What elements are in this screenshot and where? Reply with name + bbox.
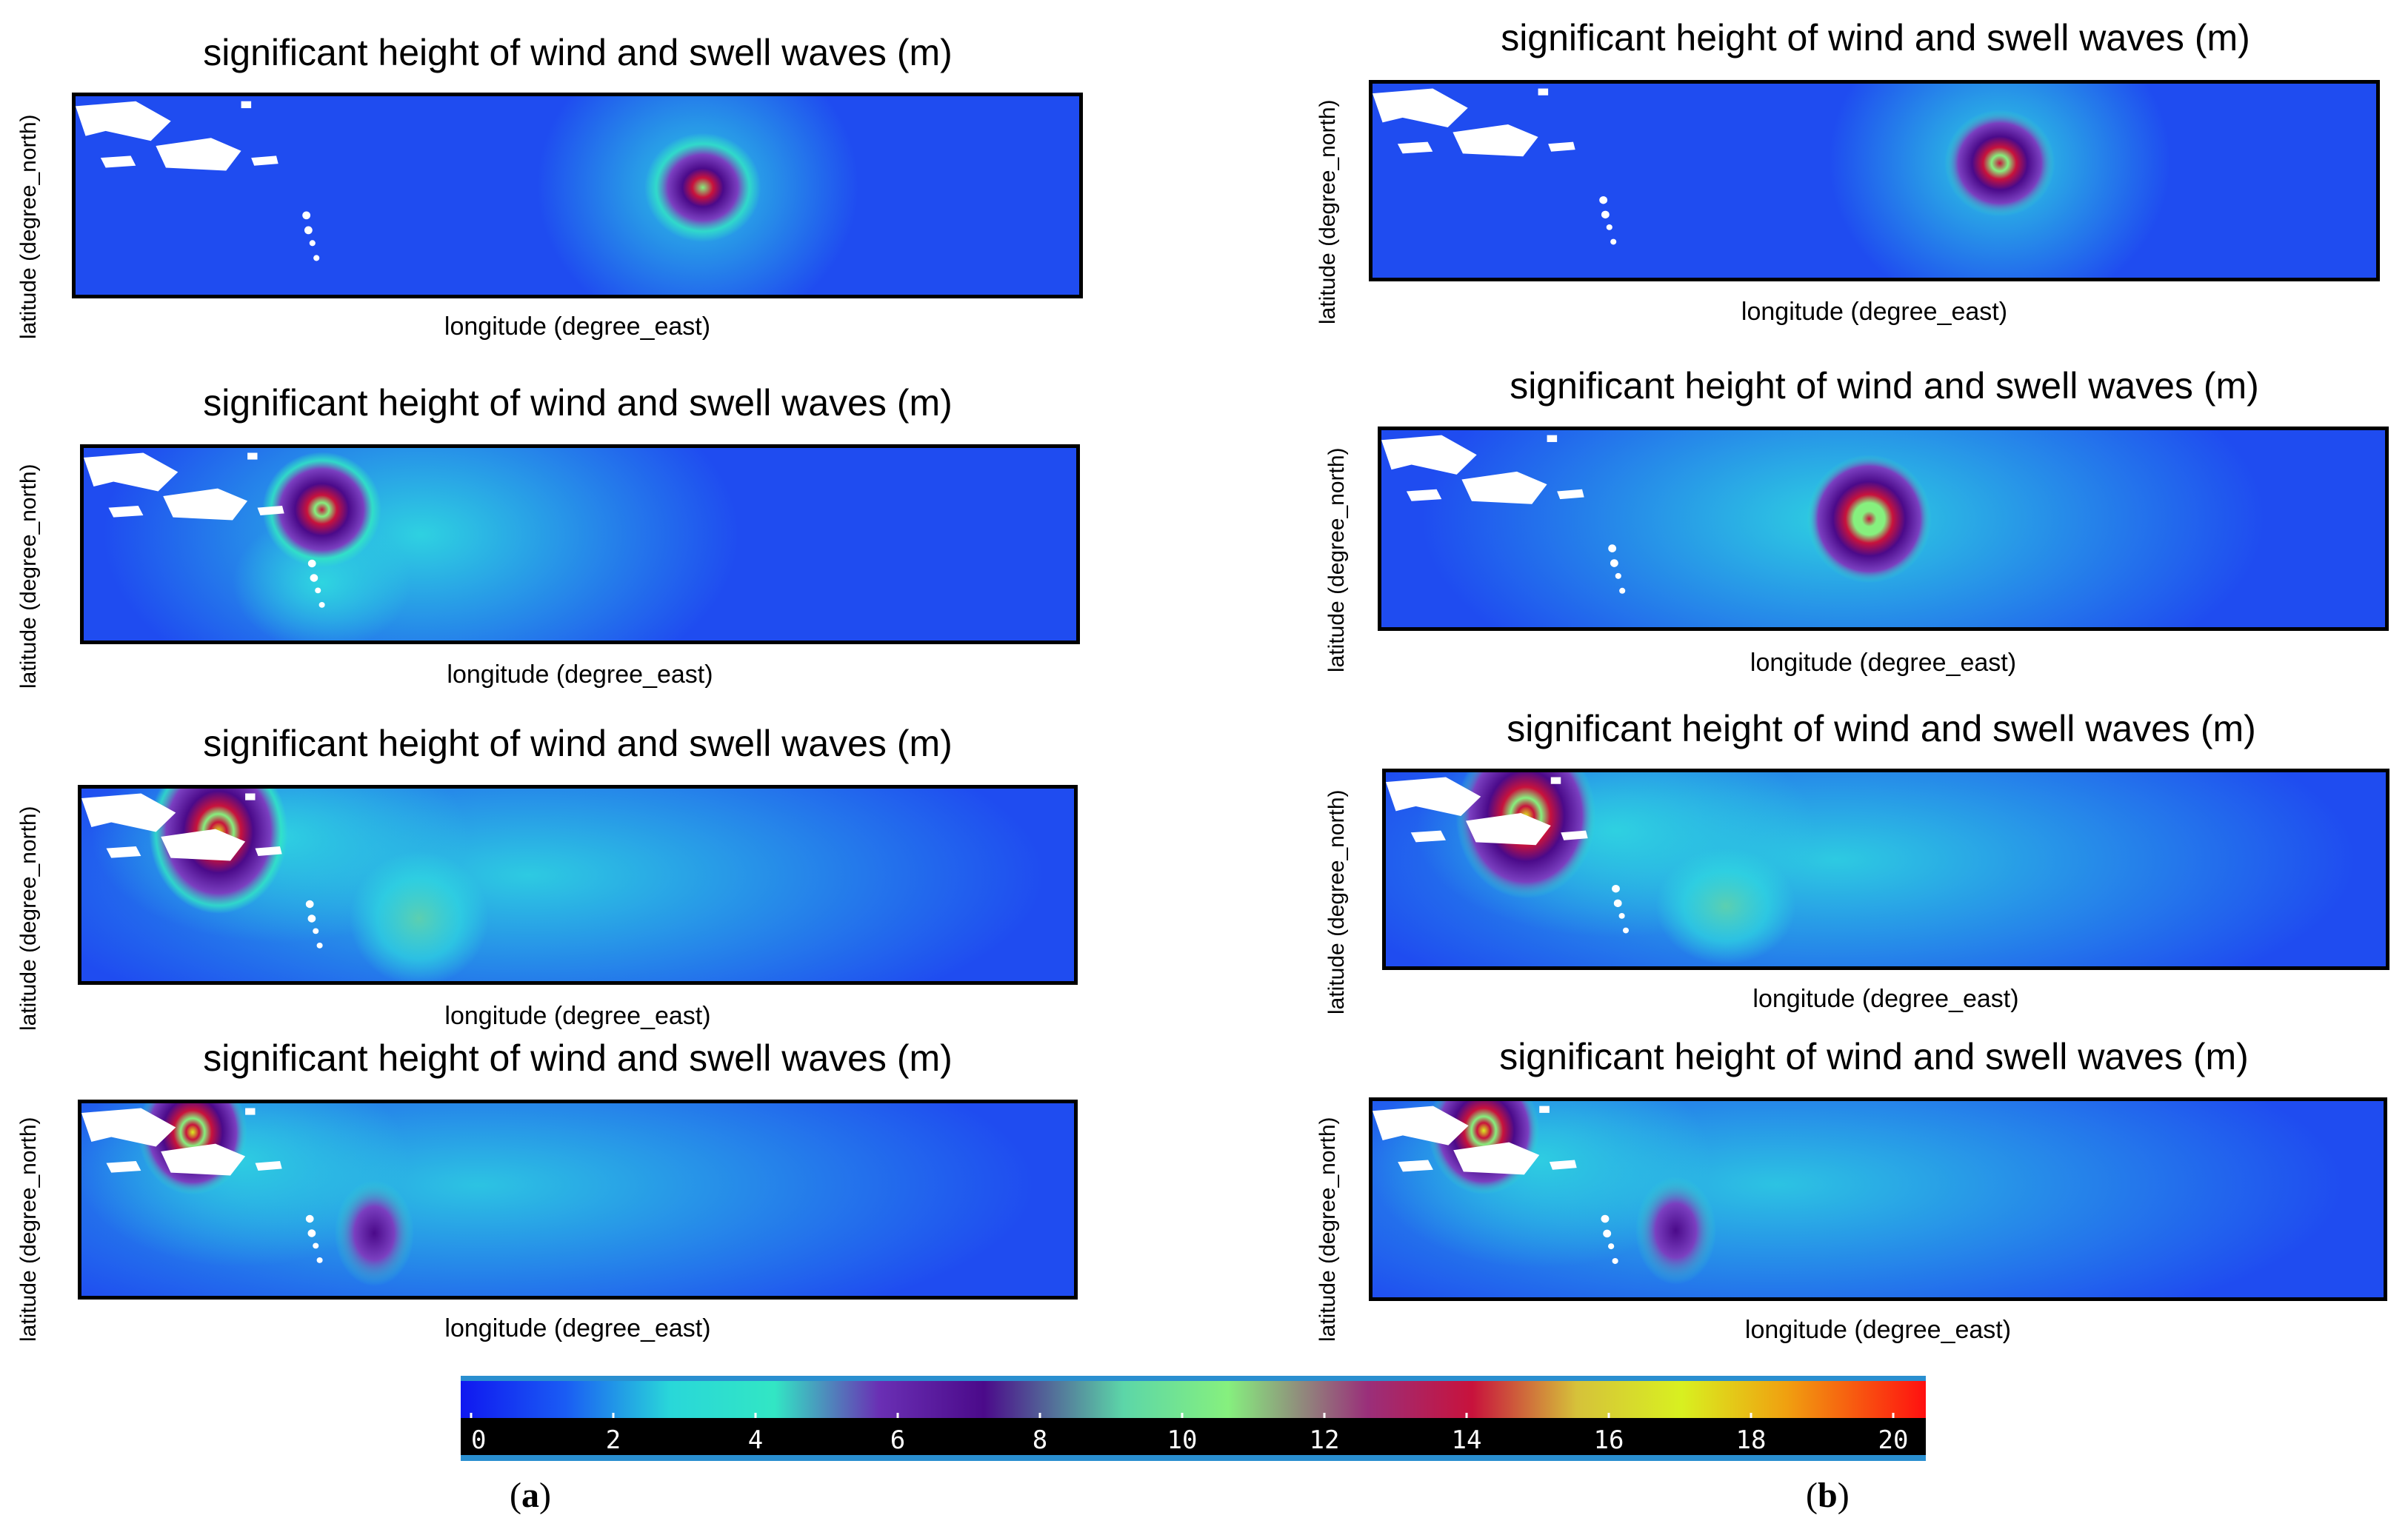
panel-a4-ylabel: latitude (degree_north) (16, 1117, 41, 1342)
panel-b1-ylabel: latitude (degree_north) (1315, 99, 1340, 324)
sublabel-b: (b) (1806, 1476, 1850, 1515)
colorbar-tick-band (461, 1418, 1926, 1455)
panel-b3-xlabel: longitude (degree_east) (1752, 985, 2019, 1013)
panel-a3-ylabel: latitude (degree_north) (16, 806, 41, 1031)
colorbar-top-rule (461, 1376, 1926, 1381)
colorbar-tick-label: 6 (890, 1425, 905, 1455)
panel-a2-ylabel: latitude (degree_north) (16, 464, 41, 689)
panel-a4-title: significant height of wind and swell wav… (203, 1037, 953, 1079)
panel-b3-map (1382, 769, 2389, 970)
panel-b3-ylabel: latitude (degree_north) (1324, 789, 1349, 1014)
panel-b1-xlabel: longitude (degree_east) (1741, 298, 2008, 326)
panel-b3-title: significant height of wind and swell wav… (1507, 708, 2256, 749)
colorbar-gradient (461, 1381, 1926, 1418)
colorbar-bottom-rule (461, 1455, 1926, 1461)
panel-b4-map (1369, 1097, 2387, 1301)
panel-b4-ylabel: latitude (degree_north) (1315, 1117, 1340, 1342)
panel-a1-ylabel: latitude (degree_north) (16, 114, 41, 339)
colorbar-tick-label: 4 (748, 1425, 763, 1455)
panel-a1-title: significant height of wind and swell wav… (203, 32, 953, 73)
colorbar: 0 2 4 6 8 10 12 14 16 18 20 (461, 1376, 1926, 1461)
panel-a2-title: significant height of wind and swell wav… (203, 382, 953, 424)
colorbar-tick-label: 2 (606, 1425, 621, 1455)
colorbar-tick-label: 10 (1167, 1425, 1198, 1455)
sublabel-a: (a) (510, 1476, 551, 1515)
colorbar-tick-label: 20 (1878, 1425, 1909, 1455)
colorbar-tick-label: 18 (1736, 1425, 1767, 1455)
panel-a3-title: significant height of wind and swell wav… (203, 723, 953, 764)
panel-a1-map (72, 93, 1083, 298)
colorbar-tick-label: 16 (1594, 1425, 1624, 1455)
panel-b4-title: significant height of wind and swell wav… (1499, 1036, 2249, 1077)
colorbar-tick-label: 0 (471, 1425, 486, 1455)
panel-a3-map (78, 785, 1078, 985)
panel-a4-xlabel: longitude (degree_east) (444, 1314, 711, 1342)
colorbar-tick-label: 8 (1033, 1425, 1047, 1455)
panel-b2-ylabel: latitude (degree_north) (1324, 447, 1349, 672)
panel-a2-xlabel: longitude (degree_east) (447, 661, 713, 689)
panel-a3-xlabel: longitude (degree_east) (444, 1002, 711, 1030)
panel-a4-map (78, 1100, 1078, 1300)
panel-a2-map (80, 444, 1080, 644)
colorbar-tick-label: 14 (1452, 1425, 1482, 1455)
panel-b1-title: significant height of wind and swell wav… (1501, 17, 2250, 58)
panel-b2-xlabel: longitude (degree_east) (1750, 649, 2017, 677)
colorbar-tick-label: 12 (1310, 1425, 1340, 1455)
panel-b2-map (1378, 427, 2389, 631)
panel-b1-map (1369, 80, 2380, 281)
panel-b4-xlabel: longitude (degree_east) (1744, 1316, 2012, 1344)
panel-a1-xlabel: longitude (degree_east) (444, 312, 711, 341)
panel-b2-title: significant height of wind and swell wav… (1510, 365, 2259, 407)
